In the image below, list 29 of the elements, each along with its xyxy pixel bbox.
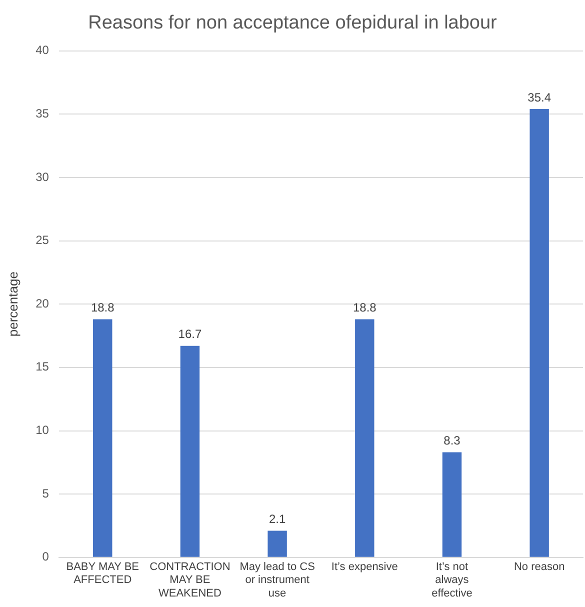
data-label: 16.7 (178, 327, 202, 342)
chart-title: Reasons for non acceptance ofepidural in labour (88, 12, 498, 34)
data-label: 18.8 (352, 300, 377, 315)
x-tick-label: No reason (514, 561, 565, 574)
y-tick-label: 5 (42, 486, 50, 500)
y-tick-label: 30 (36, 170, 50, 184)
y-axis-title: percentage (5, 272, 20, 337)
bar (530, 109, 549, 557)
data-label: 35.4 (528, 90, 552, 104)
bar (355, 319, 374, 557)
x-tick-label: CONTRACTION MAY BE WEAKENED (150, 561, 230, 600)
bar (93, 319, 112, 557)
x-tick-label: It’s expensive (331, 561, 398, 574)
data-label: 18.8 (90, 300, 115, 315)
y-tick-label: 0 (42, 550, 50, 564)
bar (442, 452, 462, 557)
x-tick-label: It’s not always effective (432, 561, 472, 600)
y-tick-label: 10 (36, 423, 50, 438)
y-tick-label: 40 (36, 43, 50, 58)
x-tick-label: May lead to CS or instrument use (240, 561, 315, 600)
x-tick-label: BABY MAY BE AFFECTED (66, 561, 139, 586)
data-label: 2.1 (268, 512, 286, 526)
y-tick-label: 15 (36, 360, 50, 374)
y-tick-label: 35 (36, 106, 50, 120)
data-label: 8.3 (444, 434, 461, 448)
bar (268, 530, 287, 557)
y-tick-label: 25 (36, 233, 50, 248)
y-tick-label: 20 (36, 296, 50, 310)
bar (180, 346, 200, 557)
